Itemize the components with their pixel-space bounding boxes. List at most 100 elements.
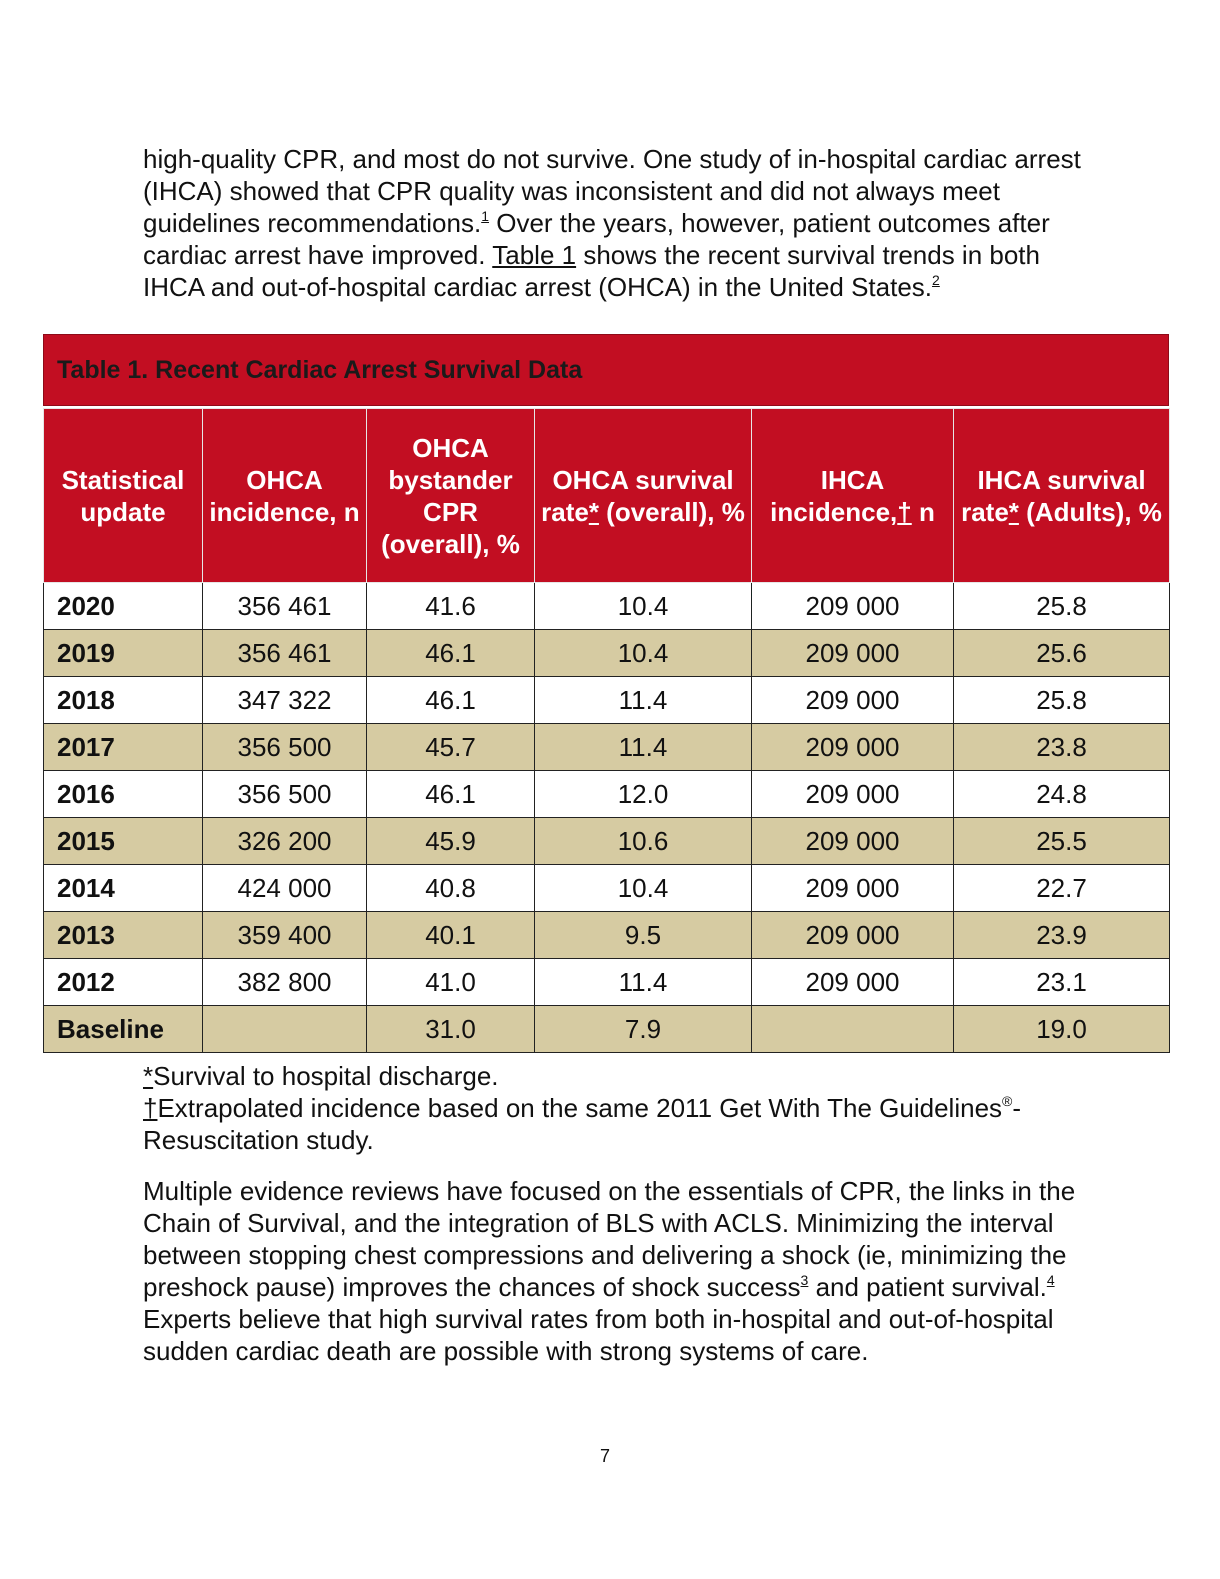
cell-ihca-survival: 24.8 [953,770,1170,818]
reference-1-link[interactable]: 1 [481,208,489,224]
footnote-asterisk-mark[interactable]: * [143,1061,154,1091]
cell-year: 2017 [43,723,203,771]
intro-text-1: high-quality CPR, and most do not surviv… [143,144,1081,238]
cell-bystander-cpr: 40.1 [366,911,535,959]
cell-ohca-survival: 11.4 [534,958,752,1006]
cell-year: 2018 [43,676,203,724]
cell-ihca-survival: 22.7 [953,864,1170,912]
table-row: 2012 382 800 41.0 11.4 209 000 23.1 [43,958,1170,1006]
body-paragraph: Multiple evidence reviews have focused o… [143,1175,1103,1367]
table-header-row: Statistical update OHCA incidence, n OHC… [43,408,1170,583]
cell-ohca-survival: 10.6 [534,817,752,865]
cell-year: 2013 [43,911,203,959]
cell-bystander-cpr: 45.7 [366,723,535,771]
asterisk-footnote-link[interactable]: * [588,496,599,527]
cell-ohca-incidence: 356 461 [202,629,367,677]
cell-ohca-survival: 12.0 [534,770,752,818]
cell-bystander-cpr: 40.8 [366,864,535,912]
cell-year: 2014 [43,864,203,912]
table-row: 2015 326 200 45.9 10.6 209 000 25.5 [43,817,1170,865]
body-text-1: Multiple evidence reviews have focused o… [143,1176,1076,1302]
survival-data-table-container: Table 1. Recent Cardiac Arrest Survival … [43,334,1170,1053]
cell-bystander-cpr: 41.6 [366,582,535,630]
cell-ohca-incidence: 382 800 [202,958,367,1006]
table-row: 2016 356 500 46.1 12.0 209 000 24.8 [43,770,1170,818]
header-ohca-survival-text: OHCA survival rate [541,464,734,527]
header-ihca-incidence-text: IHCA incidence, [770,464,898,527]
cell-ohca-survival: 11.4 [534,676,752,724]
footnote-survival: *Survival to hospital discharge. [143,1060,1103,1092]
cell-ohca-survival: 9.5 [534,911,752,959]
footnote-dagger-mark[interactable]: † [143,1093,158,1123]
cell-bystander-cpr: 46.1 [366,629,535,677]
table-row: 2018 347 322 46.1 11.4 209 000 25.8 [43,676,1170,724]
footnote-extrapolated-text-2: -Resuscitation study. [143,1093,1022,1155]
table-footnotes: *Survival to hospital discharge. †Extrap… [143,1060,1103,1156]
table-row: 2020 356 461 41.6 10.4 209 000 25.8 [43,582,1170,630]
intro-text-2: Over the years, however, patient outcome… [143,208,1050,270]
header-ihca-incidence-text-2: n [911,496,935,527]
header-ohca-incidence: OHCA incidence, n [202,408,367,583]
cell-ohca-incidence: 424 000 [202,864,367,912]
page-number: 7 [599,1446,610,1466]
reference-2-link[interactable]: 2 [932,272,940,288]
table-1-link[interactable]: Table 1 [492,240,577,270]
header-ihca-survival-text: IHCA survival rate [961,464,1146,527]
cell-ihca-survival: 25.8 [953,582,1170,630]
table-row: 2014 424 000 40.8 10.4 209 000 22.7 [43,864,1170,912]
reference-3-link[interactable]: 3 [800,1272,809,1288]
cell-ihca-survival: 25.5 [953,817,1170,865]
cell-ihca-incidence: 209 000 [751,582,954,630]
cell-bystander-cpr: 41.0 [366,958,535,1006]
header-statistical-update: Statistical update [43,408,203,583]
cell-ohca-incidence: 347 322 [202,676,367,724]
cell-year: 2015 [43,817,203,865]
cell-ohca-survival: 7.9 [534,1005,752,1053]
cell-ihca-incidence: 209 000 [751,770,954,818]
table-row: 2017 356 500 45.7 11.4 209 000 23.8 [43,723,1170,771]
cell-ohca-incidence: 359 400 [202,911,367,959]
cell-year: 2020 [43,582,203,630]
table-row: 2013 359 400 40.1 9.5 209 000 23.9 [43,911,1170,959]
cell-ohca-survival: 11.4 [534,723,752,771]
body-text-3: Experts believe that high survival rates… [143,1304,1054,1366]
intro-text-3: shows the recent survival trends in both… [143,240,1040,302]
cell-ihca-incidence [751,1005,954,1053]
table-caption: Table 1. Recent Cardiac Arrest Survival … [57,355,583,384]
cell-ohca-incidence: 326 200 [202,817,367,865]
cell-ohca-incidence: 356 461 [202,582,367,630]
cell-year: 2016 [43,770,203,818]
cell-ihca-incidence: 209 000 [751,676,954,724]
cell-ihca-incidence: 209 000 [751,723,954,771]
header-ihca-incidence: IHCA incidence,† n [751,408,954,583]
cell-ohca-survival: 10.4 [534,582,752,630]
cell-year: 2019 [43,629,203,677]
cell-ihca-incidence: 209 000 [751,864,954,912]
survival-data-table: Statistical update OHCA incidence, n OHC… [43,408,1170,1053]
cell-ihca-survival: 19.0 [953,1005,1170,1053]
table-row: Baseline 31.0 7.9 19.0 [43,1005,1170,1053]
cell-bystander-cpr: 31.0 [366,1005,535,1053]
cell-ohca-incidence: 356 500 [202,723,367,771]
cell-bystander-cpr: 46.1 [366,770,535,818]
header-ohca-survival-text-2: (overall), % [598,496,745,527]
table-row: 2019 356 461 46.1 10.4 209 000 25.6 [43,629,1170,677]
footnote-extrapolated-text: Extrapolated incidence based on the same… [157,1093,1003,1123]
header-ohca-bystander-cpr: OHCA bystander CPR (overall), % [366,408,535,583]
reference-4-link[interactable]: 4 [1046,1272,1055,1288]
cell-ihca-survival: 23.1 [953,958,1170,1006]
cell-ihca-incidence: 209 000 [751,911,954,959]
cell-bystander-cpr: 45.9 [366,817,535,865]
header-ihca-survival-text-2: (Adults), % [1018,496,1162,527]
cell-bystander-cpr: 46.1 [366,676,535,724]
cell-year: 2012 [43,958,203,1006]
cell-ihca-incidence: 209 000 [751,817,954,865]
footnote-extrapolated: †Extrapolated incidence based on the sam… [143,1092,1103,1156]
cell-year: Baseline [43,1005,203,1053]
cell-ihca-incidence: 209 000 [751,629,954,677]
cell-ihca-survival: 23.8 [953,723,1170,771]
cell-ihca-survival: 23.9 [953,911,1170,959]
body-text-2: and patient survival. [808,1272,1047,1302]
asterisk-footnote-link[interactable]: * [1008,496,1019,527]
dagger-footnote-link[interactable]: † [897,496,912,527]
